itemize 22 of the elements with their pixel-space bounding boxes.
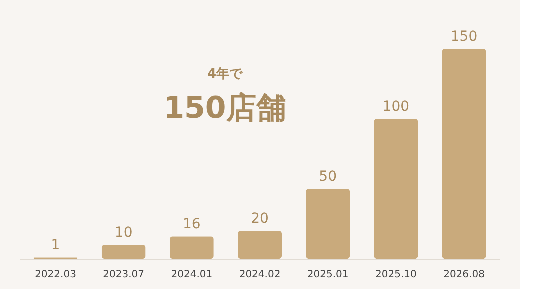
bar: [102, 245, 146, 259]
x-tick-label: 2026.08: [444, 270, 485, 280]
x-tick-label: 2024.01: [171, 270, 213, 280]
data-label: 10: [114, 225, 133, 241]
x-tick-label: 2025.01: [307, 270, 349, 280]
bar: [238, 231, 282, 259]
data-label: 20: [251, 211, 269, 227]
bar: [306, 189, 350, 259]
data-label: 100: [382, 99, 410, 115]
data-label: 150: [450, 29, 478, 45]
x-tick-label: 2022.03: [35, 270, 76, 280]
data-label: 50: [319, 169, 337, 185]
annotation: 4年で: [207, 67, 244, 82]
x-tick-label: 2024.02: [239, 270, 281, 280]
x-tick-label: 2025.10: [375, 270, 417, 280]
data-label: 1: [51, 238, 60, 254]
annotation: 150店舗: [164, 91, 286, 126]
data-label: 16: [183, 216, 201, 233]
x-tick-label: 2023.07: [103, 270, 145, 280]
bar: [374, 119, 418, 259]
bar: [442, 49, 486, 259]
bar: [170, 236, 214, 259]
